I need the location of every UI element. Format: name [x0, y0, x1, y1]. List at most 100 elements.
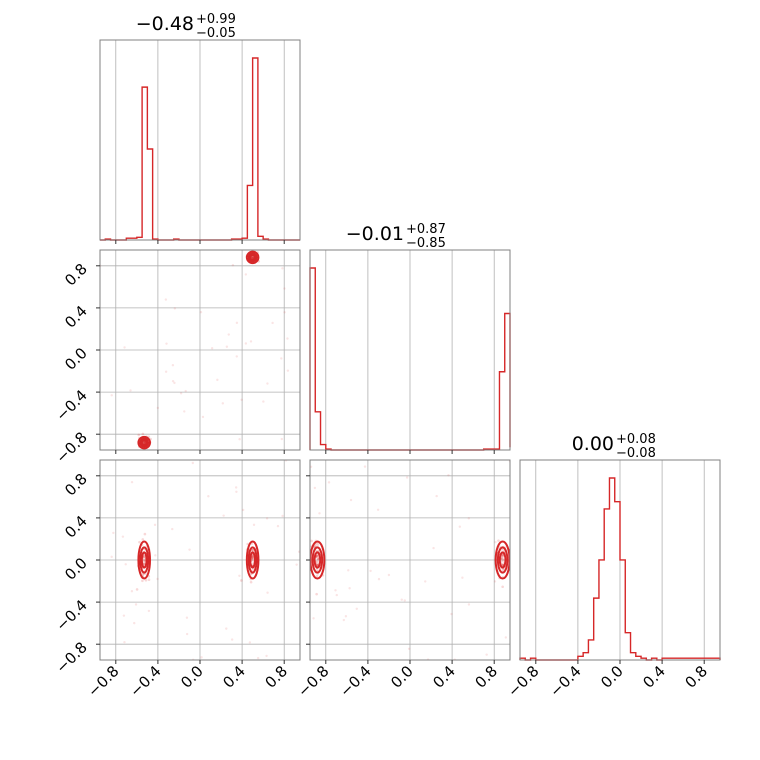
sample-point: [315, 554, 319, 558]
density-contour: [140, 551, 148, 569]
sample-point: [342, 618, 346, 622]
density-contour: [311, 546, 324, 574]
sample-point: [286, 337, 289, 340]
sample-point: [244, 342, 248, 345]
density-contour: [140, 439, 148, 447]
sample-point: [334, 589, 337, 592]
sample-point: [458, 525, 462, 528]
sample-point: [244, 273, 248, 276]
sample-point: [124, 563, 127, 566]
y-tick-label: −0.4: [52, 386, 90, 424]
density-contour: [313, 551, 322, 569]
density-contour: [139, 437, 150, 448]
x-tick-label: −0.8: [504, 662, 542, 700]
sample-point: [447, 473, 450, 477]
sample-point: [450, 612, 453, 616]
sample-point: [199, 311, 203, 314]
sample-point: [200, 656, 203, 659]
sample-point: [347, 569, 350, 572]
sample-point: [376, 508, 380, 512]
sample-point: [265, 654, 268, 658]
density-contour: [496, 546, 509, 574]
density-contour: [247, 546, 258, 574]
sample-point: [173, 307, 177, 310]
sample-point: [344, 615, 348, 618]
sample-point: [142, 441, 146, 444]
sample-point: [316, 560, 320, 564]
x-tick-label: 0.4: [429, 662, 459, 692]
scatter-content: [310, 460, 510, 660]
y-tick-label: 0.8: [61, 470, 91, 500]
sample-point: [295, 563, 298, 566]
density-contour: [249, 551, 256, 569]
sample-point: [266, 382, 269, 385]
sample-point: [235, 321, 239, 325]
sample-point: [137, 433, 141, 437]
sample-point: [225, 345, 229, 348]
sample-point: [143, 532, 147, 536]
sample-point: [201, 415, 205, 419]
x-tick-label: −0.4: [126, 662, 164, 700]
sample-point: [135, 588, 139, 591]
panel-title-value: −0.48: [136, 13, 194, 35]
sample-point: [143, 562, 146, 566]
sample-point: [335, 593, 338, 597]
y-tick-label: 0.8: [61, 260, 91, 290]
x-tick-label: 0.0: [597, 662, 627, 692]
sample-point: [123, 640, 126, 644]
sample-point: [349, 498, 353, 502]
y-tick-label: 0.4: [61, 302, 91, 332]
sample-point: [191, 461, 195, 465]
sample-point: [256, 656, 260, 660]
x-tick-label: 0.4: [219, 662, 249, 692]
sample-point: [238, 438, 241, 441]
sample-point: [141, 579, 144, 583]
sample-point: [501, 557, 504, 561]
histogram-panel-3: 0.00 +0.08−0.08: [519, 432, 721, 664]
sample-point: [461, 576, 464, 579]
y-tick-label: −0.8: [52, 638, 90, 676]
sample-point: [130, 480, 134, 484]
sample-point: [497, 539, 500, 542]
sample-point: [286, 369, 290, 372]
scatter-panel-1-3: [96, 459, 301, 664]
sample-point: [171, 379, 175, 383]
panel-title-value: 0.00: [572, 433, 614, 455]
x-tick-label: 0.8: [261, 662, 291, 692]
sample-point: [405, 476, 409, 479]
sample-point: [348, 587, 351, 590]
x-tick-label: 0.4: [639, 662, 669, 692]
sample-point: [501, 585, 504, 589]
scatter-content: [110, 460, 300, 660]
density-contour: [245, 250, 260, 265]
sample-point: [222, 514, 225, 517]
sample-point: [250, 558, 254, 561]
sample-point: [316, 563, 319, 567]
sample-point: [250, 557, 254, 560]
sample-point: [251, 256, 255, 259]
sample-point: [171, 527, 174, 531]
sample-point: [221, 402, 225, 405]
sample-point: [467, 603, 471, 606]
x-tick-label: 0.8: [471, 662, 501, 692]
sample-point: [121, 535, 125, 538]
sample-point: [185, 616, 189, 619]
density-contour: [498, 551, 507, 569]
sample-point: [185, 632, 189, 636]
sample-point: [134, 603, 138, 606]
sample-point: [250, 548, 254, 552]
sample-point: [280, 437, 283, 441]
density-contour: [137, 540, 151, 580]
sample-point: [316, 543, 320, 547]
panel-title-upper-error: +0.99: [196, 12, 236, 27]
sample-point: [318, 512, 321, 515]
x-tick-label: −0.8: [84, 662, 122, 700]
sample-point: [234, 486, 238, 489]
sample-point: [403, 599, 406, 602]
panel-title-lower-error: −0.05: [196, 26, 236, 41]
sample-point: [156, 406, 160, 410]
sample-point: [377, 577, 381, 581]
sample-point: [310, 539, 313, 543]
sample-point: [231, 263, 235, 267]
